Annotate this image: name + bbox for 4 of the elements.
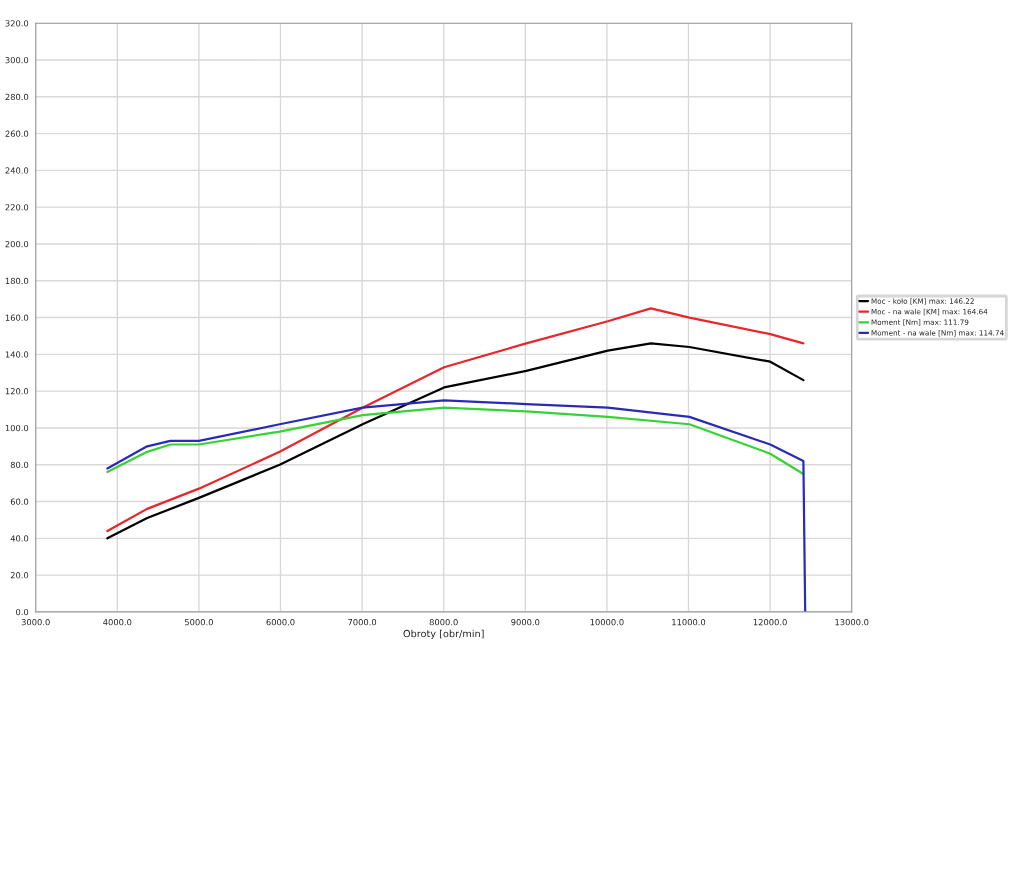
line-series (106, 342, 805, 540)
line-series (106, 399, 807, 612)
line-series (106, 307, 805, 533)
line-series (106, 406, 805, 476)
